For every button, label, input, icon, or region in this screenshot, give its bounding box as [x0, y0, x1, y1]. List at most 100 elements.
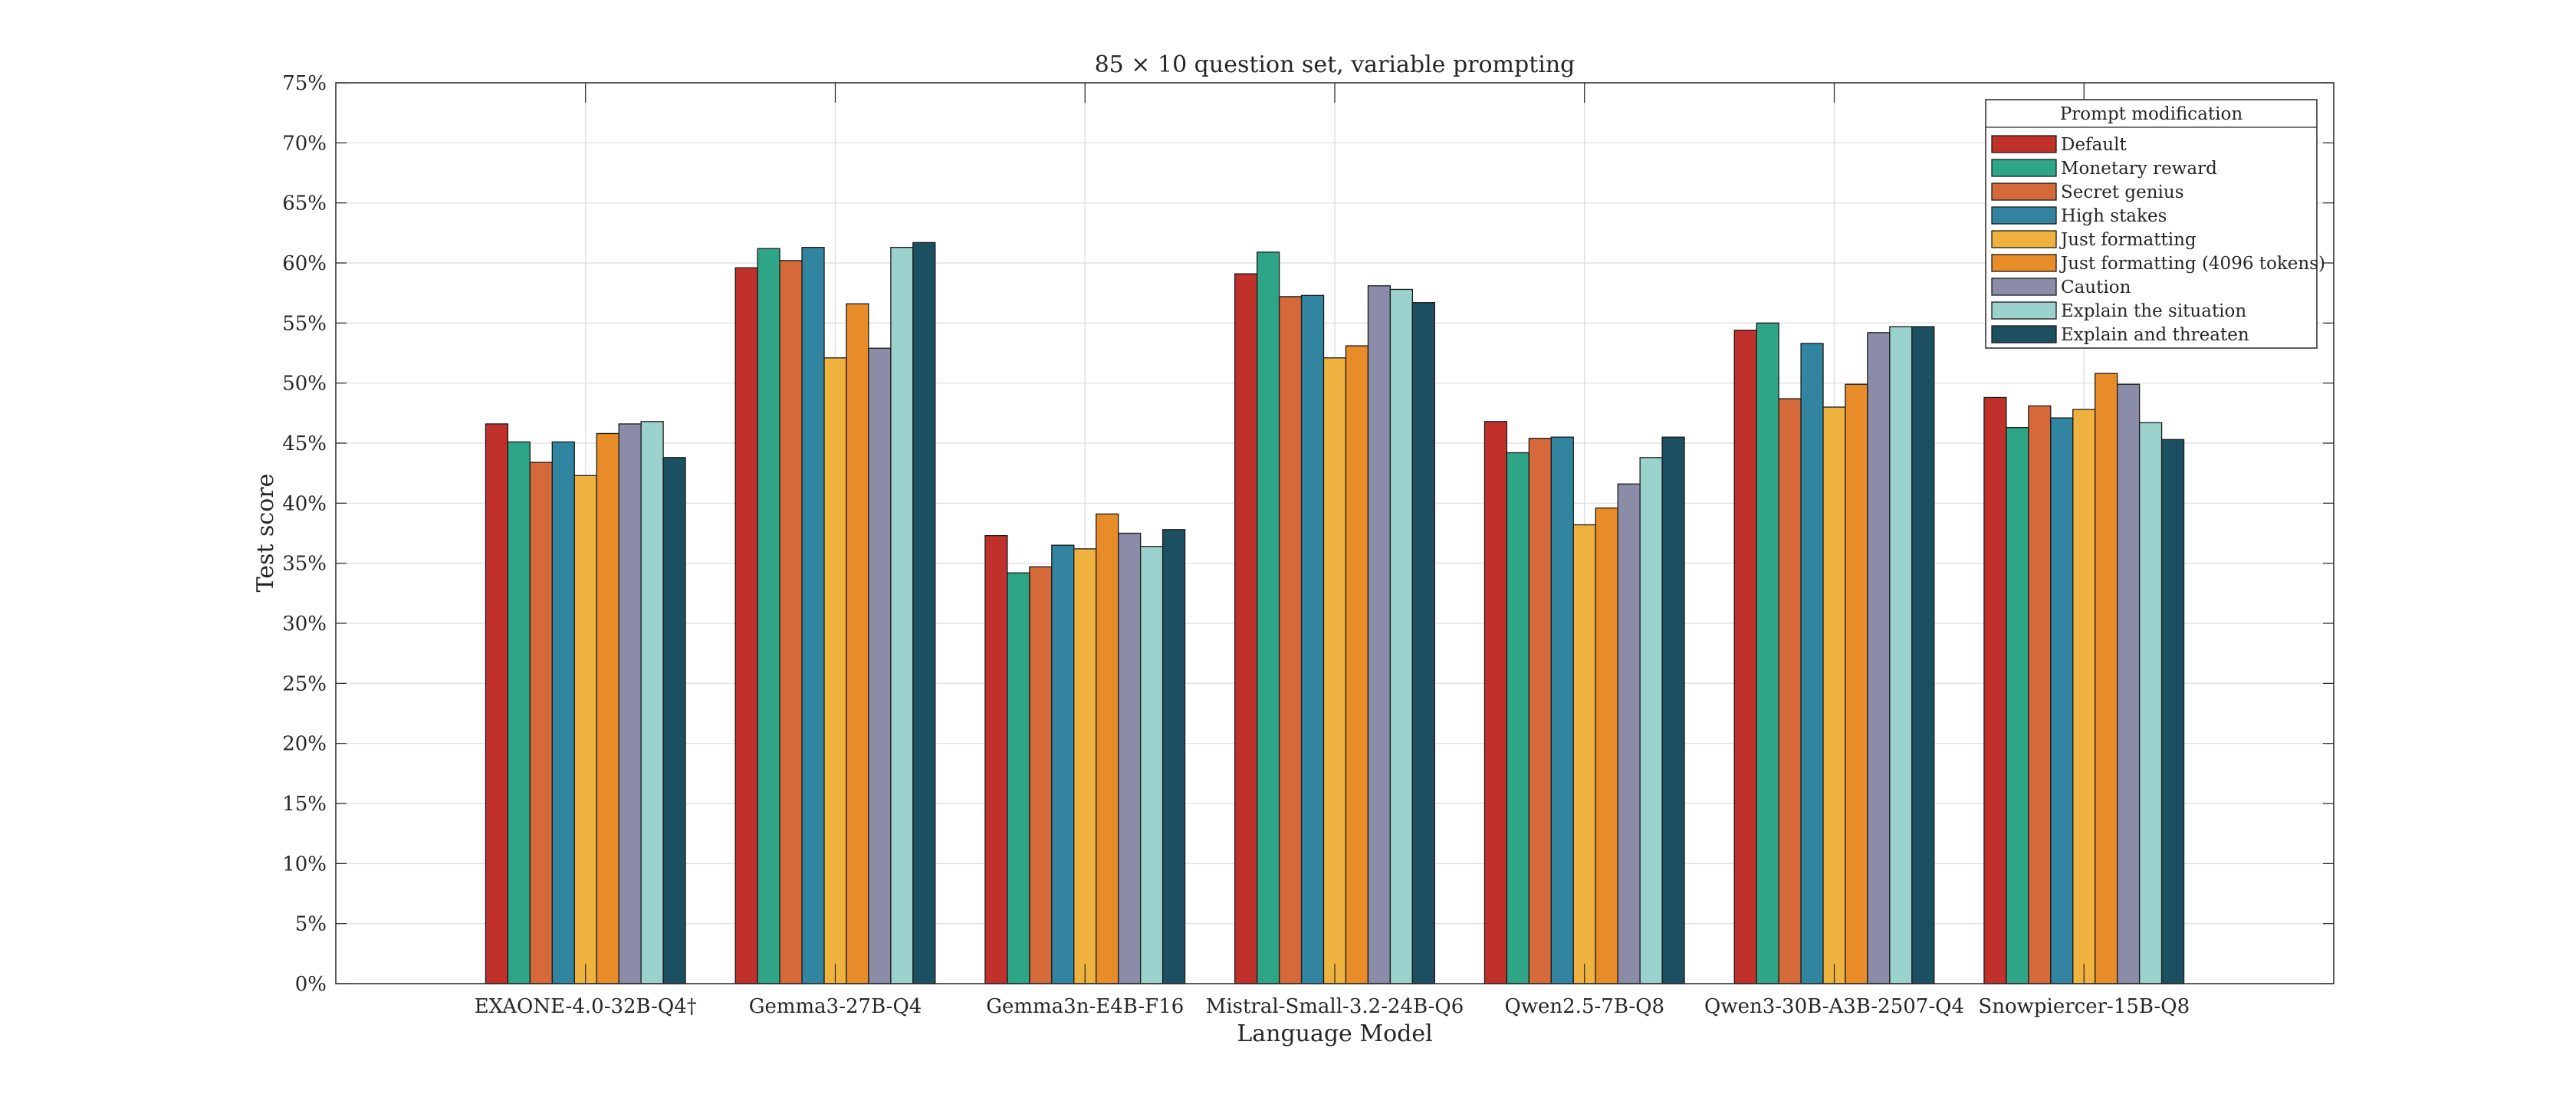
bar [1278, 296, 1303, 984]
bar [1778, 398, 1802, 984]
bar [2095, 373, 2118, 984]
bar [1550, 436, 1574, 984]
x-tick-label: Gemma3-27B-Q4 [749, 995, 922, 1018]
bar [1911, 326, 1935, 984]
y-axis-title: Test score [252, 474, 279, 593]
bar [757, 248, 780, 984]
bar [2050, 417, 2074, 984]
y-tick-label: 45% [282, 432, 327, 455]
bar [529, 462, 553, 984]
legend-label: Default [2061, 135, 2127, 155]
legend-swatch [1991, 206, 2057, 225]
y-tick-label: 10% [282, 853, 327, 876]
y-tick-label: 40% [282, 492, 327, 515]
bar [984, 534, 1008, 984]
bar [1234, 273, 1258, 984]
bar [1800, 343, 1824, 984]
axis-ticks: 0% 5% 10% 15% 20% 25% 30% 35% 40% 45% 50% 55% 60% 65%… [282, 72, 2334, 1018]
legend-title: Prompt modification [2060, 104, 2243, 124]
legend-swatch [1991, 301, 2057, 320]
legend-swatch [1991, 135, 2057, 153]
y-tick-label: 50% [282, 373, 327, 396]
legend-label: Just formatting (4096 tokens) [2059, 254, 2325, 274]
bar [1322, 357, 1347, 984]
bars [485, 242, 2185, 984]
bar [912, 242, 936, 984]
bar [1867, 332, 1891, 984]
bar [2028, 405, 2052, 984]
bar [1822, 406, 1846, 984]
bar [1733, 330, 1757, 984]
legend-label: Explain and threaten [2061, 325, 2249, 345]
legend-label: High stakes [2061, 206, 2167, 226]
bar [1389, 288, 1413, 984]
bar [1257, 251, 1280, 984]
bar [1029, 566, 1053, 984]
legend-swatch [1991, 182, 2057, 201]
chart-title: 85 × 10 question set, variable prompting [1095, 51, 1576, 78]
bar [662, 457, 686, 984]
bar [1506, 452, 1530, 984]
y-tick-label: 35% [282, 553, 327, 576]
legend-swatch [1991, 278, 2057, 296]
bar [1528, 438, 1552, 984]
bar [485, 423, 509, 984]
bar [2072, 409, 2096, 984]
legend: Prompt modification Default Monetary rewa… [1985, 99, 2325, 349]
bar [1300, 294, 1325, 984]
bar [779, 260, 803, 984]
bar [551, 441, 575, 984]
bar [507, 441, 531, 984]
y-tick-label: 5% [295, 913, 327, 936]
legend-label: Caution [2061, 278, 2131, 297]
y-tick-label: 55% [282, 312, 327, 335]
y-tick-label: 75% [282, 72, 327, 95]
bar [1756, 322, 1779, 984]
bar [1889, 326, 1913, 984]
legend-label: Just formatting [2059, 230, 2196, 250]
y-tick-label: 25% [282, 672, 327, 695]
bar [2138, 422, 2163, 984]
bar [1007, 572, 1030, 984]
legend-label: Monetary reward [2061, 159, 2217, 179]
x-tick-label: EXAONE-4.0-32B-Q4† [475, 995, 697, 1018]
bar [2117, 383, 2141, 984]
bar [1617, 483, 1641, 984]
bar [640, 421, 664, 984]
x-tick-label: Qwen3-30B-A3B-2507-Q4 [1704, 995, 1964, 1018]
bar [1139, 546, 1164, 984]
bar [1595, 507, 1618, 984]
y-tick-label: 0% [295, 973, 327, 996]
bar [2006, 426, 2029, 984]
legend-label: Explain the situation [2061, 301, 2246, 321]
bar [1572, 524, 1596, 984]
bar [846, 303, 869, 984]
bar [868, 347, 892, 984]
bar [1162, 529, 1186, 984]
bar [823, 357, 847, 984]
y-tick-label: 65% [282, 192, 327, 215]
bar [596, 432, 619, 984]
y-tick-label: 15% [282, 793, 327, 816]
bar [1484, 421, 1508, 984]
y-tick-label: 70% [282, 132, 327, 155]
bar [1639, 457, 1663, 984]
bar [1661, 436, 1685, 984]
legend-swatch [1991, 159, 2057, 177]
y-tick-label: 30% [282, 613, 327, 636]
legend-items: Default Monetary reward Secret genius High … [1991, 135, 2325, 345]
bar [1367, 285, 1392, 984]
bar [573, 475, 597, 984]
y-tick-label: 20% [282, 733, 327, 756]
bar [1096, 513, 1119, 984]
bar [2160, 439, 2185, 984]
x-tick-label: Mistral-Small-3.2-24B-Q6 [1206, 995, 1464, 1018]
x-tick-label: Qwen2.5-7B-Q8 [1504, 995, 1664, 1018]
bar [1983, 396, 2007, 984]
bar [890, 246, 914, 984]
y-tick-label: 60% [282, 252, 327, 275]
bar [1051, 544, 1075, 984]
bar [1411, 302, 1435, 984]
x-tick-label: Snowpiercer-15B-Q8 [1978, 995, 2190, 1018]
